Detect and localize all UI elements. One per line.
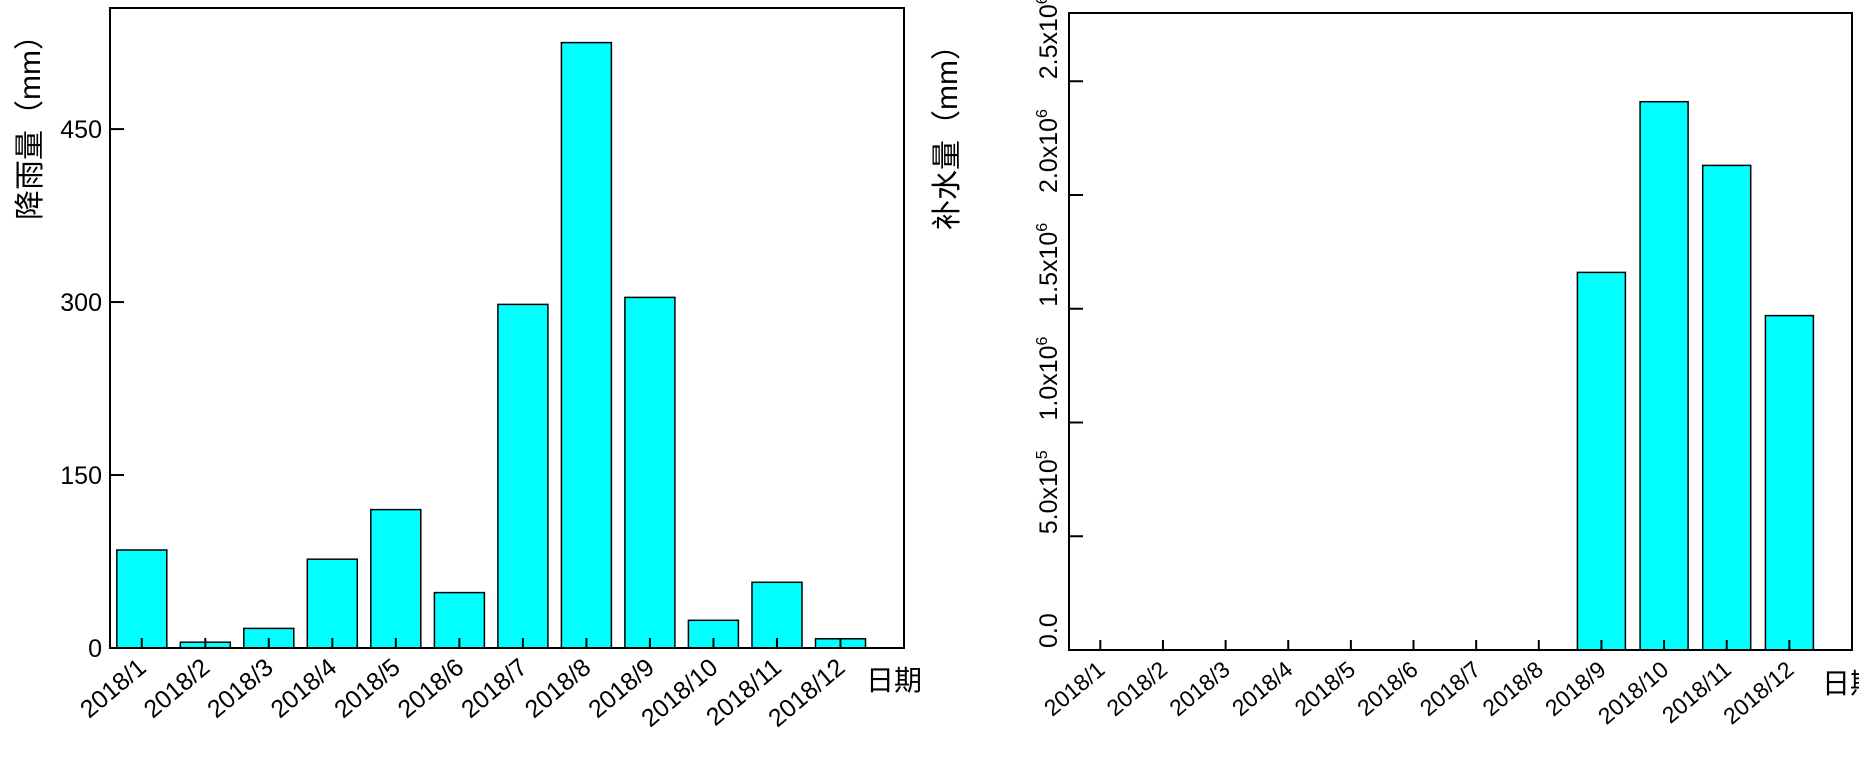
y-tick-label: 150 — [60, 462, 102, 490]
bar-2018/9 — [1576, 271, 1627, 651]
y-tick-label: 1.0x106 — [1034, 336, 1063, 420]
bar-2018/7 — [497, 303, 549, 649]
bar-2018/8 — [560, 41, 613, 649]
x-axis-label: 日期 — [866, 665, 922, 696]
x-tick-label: 2018/5 — [329, 653, 406, 724]
bar-2018/4 — [306, 558, 359, 649]
x-axis-label: 日期 — [1822, 668, 1859, 699]
plot-frame — [109, 7, 905, 649]
x-tick-label: 2018/1 — [1039, 656, 1110, 721]
x-tick-label: 2018/3 — [1164, 656, 1235, 721]
x-tick-label: 2018/5 — [1289, 656, 1360, 721]
bar-2018/5 — [370, 508, 422, 649]
y-tick-label: 2.5x106 — [1034, 0, 1063, 79]
x-tick-label: 2018/4 — [266, 653, 343, 724]
bar-2018/9 — [624, 296, 676, 649]
x-tick-label: 2018/3 — [202, 653, 279, 724]
x-tick-label: 2018/10 — [1593, 656, 1673, 729]
x-tick-label: 2018/12 — [1718, 656, 1798, 729]
x-tick-label: 2018/7 — [456, 653, 533, 724]
y-tick-label: 0.0 — [1035, 613, 1063, 648]
y-tick-label: 2.0x106 — [1034, 109, 1063, 193]
plot-frame — [1068, 12, 1853, 651]
y-tick-label: 0 — [88, 635, 102, 663]
x-tick-label: 2018/1 — [75, 653, 152, 724]
y-tick-label: 5.0x105 — [1034, 450, 1063, 534]
x-tick-label: 2018/2 — [1102, 656, 1173, 721]
y-tick-label: 450 — [60, 116, 102, 144]
bar-2018/1 — [116, 549, 168, 649]
bar-2018/11 — [1701, 164, 1752, 651]
x-tick-label: 2018/7 — [1415, 656, 1486, 721]
chart-1: 2018/12018/22018/32018/42018/52018/62018… — [14, 7, 922, 733]
x-tick-label: 2018/4 — [1227, 656, 1298, 721]
y-axis-label: 补水量（mm） — [931, 30, 964, 230]
x-tick-label: 2018/6 — [1352, 656, 1423, 721]
y-tick-label: 1.5x106 — [1034, 223, 1063, 307]
bar-2018/12 — [1764, 314, 1815, 651]
x-tick-label: 2018/8 — [520, 653, 597, 724]
chart-2: 2018/12018/22018/32018/42018/52018/62018… — [931, 0, 1859, 729]
y-tick-label: 300 — [60, 289, 102, 317]
bar-2018/10 — [1639, 100, 1689, 651]
x-tick-label: 2018/8 — [1477, 656, 1548, 721]
x-tick-label: 2018/6 — [393, 653, 470, 724]
x-tick-label: 2018/2 — [139, 653, 216, 724]
y-axis-label: 降雨量（mm） — [14, 20, 47, 220]
